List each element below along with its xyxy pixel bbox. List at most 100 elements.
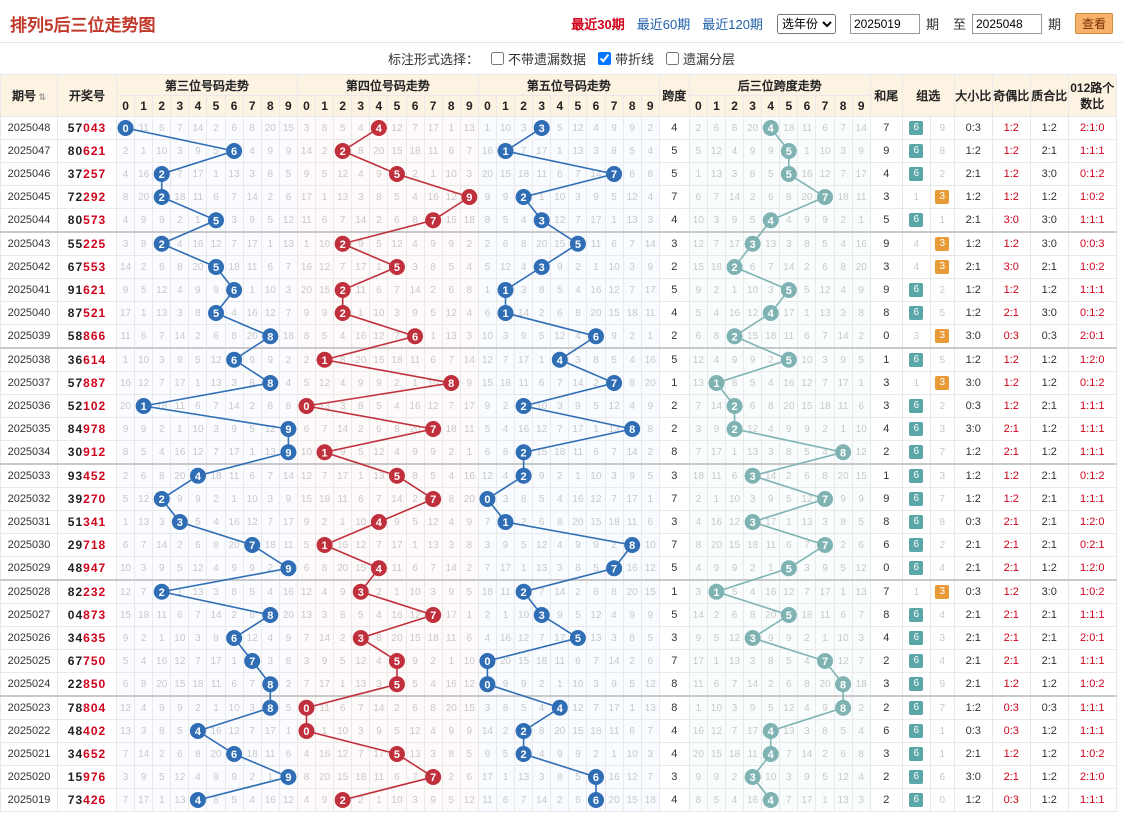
spantrend-cell: 6 xyxy=(724,603,745,627)
group-tag: 3 xyxy=(935,376,950,390)
pos5-cell: 18 xyxy=(640,788,660,812)
spantrend-cell: 9 xyxy=(851,487,871,511)
pos3-cell: 11 xyxy=(134,116,154,140)
pos5-cell: 20 xyxy=(622,579,642,604)
spantrend-cell xyxy=(743,765,763,789)
spantrend-cell: 3 xyxy=(851,626,871,650)
pos3-cell: 3 xyxy=(242,162,262,186)
group-tag: 6 xyxy=(909,747,924,761)
group3-cell: 3 xyxy=(929,231,955,256)
pos3-cell: 6 xyxy=(188,394,208,418)
road012-cell: 0:1:2 xyxy=(1067,463,1117,488)
draw-digit: 5 xyxy=(90,260,99,274)
pos3-digit-header: 3 xyxy=(170,95,190,117)
prime-cell: 1:2 xyxy=(1029,672,1069,697)
spantrend-cell: 10 xyxy=(743,278,763,302)
odd-even-cell: 0:3 xyxy=(991,719,1031,743)
group6-cell: 1 xyxy=(901,185,931,209)
recent-120-link[interactable]: 最近120期 xyxy=(702,17,763,32)
draw-digit: 4 xyxy=(83,793,91,807)
spantrend-cell: 4 xyxy=(688,510,708,534)
to-period-input[interactable] xyxy=(971,13,1042,34)
draw-digit: 1 xyxy=(75,515,84,529)
pos5-cell: 7 xyxy=(550,417,570,441)
from-period-input[interactable] xyxy=(849,13,920,34)
omit-layer-option[interactable]: 遗漏分层 xyxy=(666,49,735,68)
polyline-checkbox[interactable] xyxy=(598,51,611,65)
pos4-cell: 1 xyxy=(333,510,353,534)
pos3-cell: 9 xyxy=(134,417,154,441)
omit-layer-checkbox[interactable] xyxy=(666,51,680,65)
pos4-cell: 18 xyxy=(441,417,461,441)
pos4-cell: 13 xyxy=(333,185,353,209)
spantrend-cell: 17 xyxy=(797,788,817,812)
spantrend-cell: 6 xyxy=(815,116,835,140)
polyline-option[interactable]: 带折线 xyxy=(598,49,654,68)
group3-cell: 3 xyxy=(929,324,955,349)
big-small-cell: 1:2 xyxy=(953,185,993,209)
pos3-cell xyxy=(134,394,154,418)
query-button[interactable]: 查看 xyxy=(1074,13,1113,34)
pos4-cell: 15 xyxy=(315,278,335,302)
pos3-cell: 9 xyxy=(206,626,226,650)
group3-cell: 6 xyxy=(929,765,955,789)
sum-tail-cell: 6 xyxy=(869,533,903,557)
options-label: 标注形式选择： xyxy=(387,51,479,67)
pos5-cell: 14 xyxy=(640,231,660,256)
spantrend-cell: 8 xyxy=(688,533,708,557)
no-omit-option[interactable]: 不带遗漏数据 xyxy=(490,49,586,68)
pos4-cell: 1 xyxy=(315,719,335,743)
period-cell: 2025039 xyxy=(0,324,58,349)
road012-cell: 1:0:2 xyxy=(1067,672,1117,697)
pos5-digit-header: 2 xyxy=(514,95,534,117)
spantrend-cell: 1 xyxy=(833,417,853,441)
pos3-cell xyxy=(278,765,298,789)
spantrend-cell: 5 xyxy=(706,626,727,650)
trend-row: 2025020 15976 3 9 5 12 4 9 9 2 1 8 20 15 18 11 6 7 2 6 17 1 13… xyxy=(0,765,1117,789)
pos4-cell: 17 xyxy=(441,603,461,627)
pos5-cell: 1 xyxy=(568,463,588,488)
sum-tail-header: 和尾 xyxy=(869,74,903,117)
period-header[interactable]: 期号 ⇅ xyxy=(0,74,58,117)
draw-digit: 6 xyxy=(98,329,107,343)
big-small-cell: 0:3 xyxy=(953,394,993,418)
pos3-cell: 5 xyxy=(170,719,190,743)
pos3-cell: 6 xyxy=(152,116,172,140)
pos3-cell xyxy=(115,116,136,140)
group3-cell: 4 xyxy=(929,603,955,627)
spantrend-cell: 20 xyxy=(706,533,727,557)
pos3-cell: 20 xyxy=(242,324,262,349)
pos5-cell: 2 xyxy=(604,533,624,557)
spantrend-cell: 7 xyxy=(815,371,835,395)
pos5-cell: 14 xyxy=(568,371,588,395)
spantrend-cell: 11 xyxy=(779,324,799,349)
pos3-cell: 4 xyxy=(224,301,244,325)
year-select[interactable]: 选年份 xyxy=(776,13,836,34)
pos3-cell xyxy=(152,231,172,256)
period-cell: 2025035 xyxy=(0,417,58,441)
spantrend-cell: 7 xyxy=(688,440,708,465)
pos5-cell: 9 xyxy=(477,742,497,766)
draw-digit: 5 xyxy=(90,469,99,483)
prime-cell: 1:2 xyxy=(1029,788,1069,812)
recent-60-link[interactable]: 最近60期 xyxy=(636,17,691,32)
pos3-cell: 10 xyxy=(134,347,154,372)
draw-digit: 4 xyxy=(75,608,84,622)
pos5-cell: 12 xyxy=(514,626,534,650)
spantrend-cell: 3 xyxy=(688,579,708,604)
pos3-cell: 20 xyxy=(260,116,280,140)
pos5-cell: 4 xyxy=(640,139,660,163)
pos3-cell: 2 xyxy=(115,463,136,488)
no-omit-checkbox[interactable] xyxy=(490,51,504,65)
pos5-cell: 14 xyxy=(604,649,624,673)
span-digit-header: 7 xyxy=(815,95,835,117)
group-tag: 6 xyxy=(909,422,924,436)
recent-30-link[interactable]: 最近30期 xyxy=(571,17,625,32)
draw-digit: 2 xyxy=(67,677,76,691)
pos4-cell: 6 xyxy=(423,347,443,372)
pos3-cell: 6 xyxy=(224,672,244,697)
pos3-cell: 1 xyxy=(278,719,298,743)
odd-even-cell: 1:2 xyxy=(991,742,1031,766)
big-small-cell: 1:2 xyxy=(953,139,993,163)
road012-cell: 0:1:2 xyxy=(1067,371,1117,395)
